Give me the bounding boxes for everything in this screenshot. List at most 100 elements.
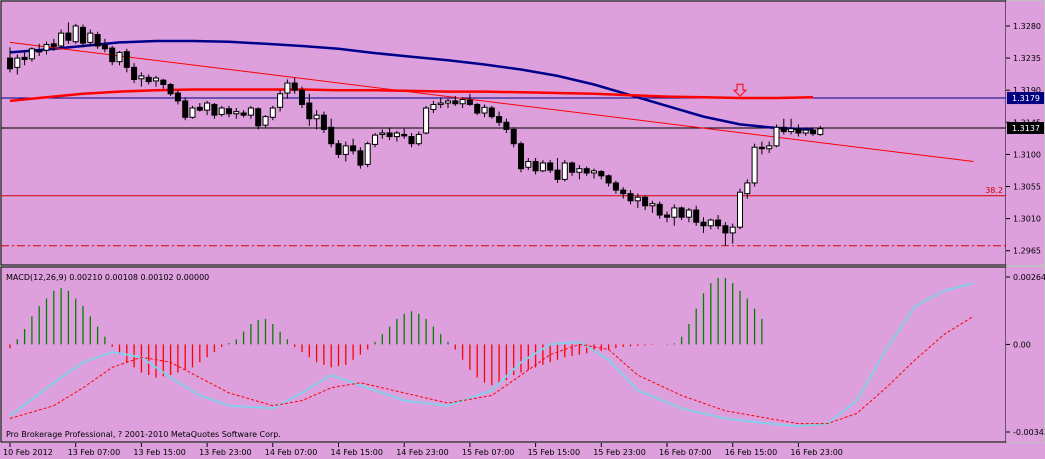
candle-body bbox=[817, 128, 824, 135]
candle-60 bbox=[445, 98, 451, 109]
candle-11 bbox=[87, 29, 94, 46]
candle-93 bbox=[685, 207, 692, 223]
candle-body bbox=[605, 175, 612, 184]
candle-body bbox=[28, 48, 35, 60]
candle-body bbox=[379, 132, 386, 135]
candle-89 bbox=[656, 201, 663, 219]
candle-body bbox=[656, 203, 663, 216]
candle-body bbox=[36, 50, 43, 53]
candle-9 bbox=[72, 23, 79, 44]
time-tick-label: 16 Feb 07:00 bbox=[659, 448, 711, 457]
candle-body bbox=[174, 92, 181, 102]
candle-25 bbox=[189, 105, 196, 119]
candle-83 bbox=[612, 180, 619, 194]
candle-33 bbox=[247, 105, 254, 119]
candle-body bbox=[788, 128, 795, 133]
candle-body bbox=[466, 99, 473, 105]
time-tick-label: 14 Feb 23:00 bbox=[396, 448, 448, 457]
candle-27 bbox=[204, 100, 211, 116]
candle-47 bbox=[350, 138, 357, 155]
candle-55 bbox=[408, 133, 415, 148]
candle-7 bbox=[58, 29, 65, 49]
candle-65 bbox=[481, 104, 488, 118]
candle-96 bbox=[707, 218, 714, 230]
candle-86 bbox=[634, 193, 641, 208]
candle-body bbox=[14, 57, 21, 68]
candle-67 bbox=[496, 111, 503, 126]
candle-body bbox=[226, 108, 232, 115]
candle-14 bbox=[109, 45, 116, 66]
candle-body bbox=[430, 103, 437, 110]
candle-body bbox=[284, 82, 291, 94]
candle-body bbox=[766, 145, 773, 150]
candle-50 bbox=[372, 133, 378, 148]
candle-0 bbox=[7, 47, 13, 73]
candle-body bbox=[364, 143, 371, 165]
candle-101 bbox=[744, 179, 751, 199]
candle-body bbox=[693, 209, 700, 223]
candle-body bbox=[795, 128, 802, 134]
price-tag-0 bbox=[1007, 92, 1044, 105]
candle-body bbox=[569, 162, 576, 173]
candle-body bbox=[802, 129, 809, 134]
candle-69 bbox=[510, 127, 517, 148]
macd-pane[interactable]: MACD(12,26,9) 0.00210 0.00108 0.00102 0.… bbox=[0, 266, 1007, 443]
candle-body bbox=[510, 128, 517, 145]
candle-84 bbox=[620, 187, 627, 199]
candle-body bbox=[773, 126, 780, 147]
time-tick-label: 15 Feb 07:00 bbox=[462, 448, 514, 457]
candle-44 bbox=[328, 118, 335, 148]
candle-78 bbox=[576, 165, 583, 180]
candle-19 bbox=[145, 74, 152, 85]
candle-106 bbox=[780, 118, 787, 135]
candle-body bbox=[328, 126, 335, 145]
candle-77 bbox=[569, 161, 576, 176]
price-tag-1 bbox=[1007, 122, 1044, 135]
candle-70 bbox=[518, 141, 524, 173]
candle-body bbox=[167, 83, 174, 95]
time-tick-label: 16 Feb 15:00 bbox=[725, 448, 777, 457]
candle-body bbox=[386, 132, 393, 138]
candle-body bbox=[722, 225, 729, 234]
price-pane[interactable]: 38.2 bbox=[0, 0, 1007, 266]
candle-body bbox=[277, 93, 284, 108]
candle-body bbox=[160, 79, 167, 85]
candle-21 bbox=[160, 78, 167, 89]
candle-72 bbox=[532, 157, 539, 175]
candle-35 bbox=[262, 115, 269, 128]
candle-body bbox=[561, 162, 568, 180]
candle-59 bbox=[437, 97, 444, 109]
candle-body bbox=[671, 207, 678, 218]
candle-body bbox=[408, 136, 415, 145]
time-tick-label: 10 Feb 2012 bbox=[3, 448, 53, 457]
time-tick-label: 13 Feb 15:00 bbox=[133, 448, 185, 457]
candle-body bbox=[320, 114, 327, 130]
candle-body bbox=[744, 182, 751, 195]
candle-31 bbox=[233, 108, 240, 119]
candle-body bbox=[583, 168, 590, 174]
candle-54 bbox=[401, 128, 408, 139]
candle-body bbox=[372, 134, 378, 145]
candle-body bbox=[7, 57, 13, 70]
candle-body bbox=[80, 26, 86, 44]
candle-2 bbox=[21, 52, 28, 66]
candle-body bbox=[415, 133, 422, 145]
candle-body bbox=[72, 25, 79, 43]
macd-axis: 0.00264 0.00 -0.00343 bbox=[1006, 267, 1045, 442]
price-tick-label: 1.3100 bbox=[1013, 150, 1041, 159]
candle-53 bbox=[393, 130, 400, 142]
price-tag-label: 1.3179 bbox=[1012, 94, 1040, 103]
candle-12 bbox=[94, 31, 101, 49]
candle-75 bbox=[554, 157, 561, 183]
candle-body bbox=[532, 161, 539, 172]
candle-body bbox=[291, 82, 298, 91]
candle-99 bbox=[729, 223, 736, 244]
candle-5 bbox=[43, 41, 50, 55]
candle-body bbox=[452, 100, 459, 105]
candle-17 bbox=[131, 63, 138, 84]
candle-34 bbox=[255, 107, 262, 130]
price-tick-label: 1.2965 bbox=[1013, 247, 1041, 256]
candle-105 bbox=[773, 124, 780, 148]
candle-13 bbox=[101, 38, 108, 53]
